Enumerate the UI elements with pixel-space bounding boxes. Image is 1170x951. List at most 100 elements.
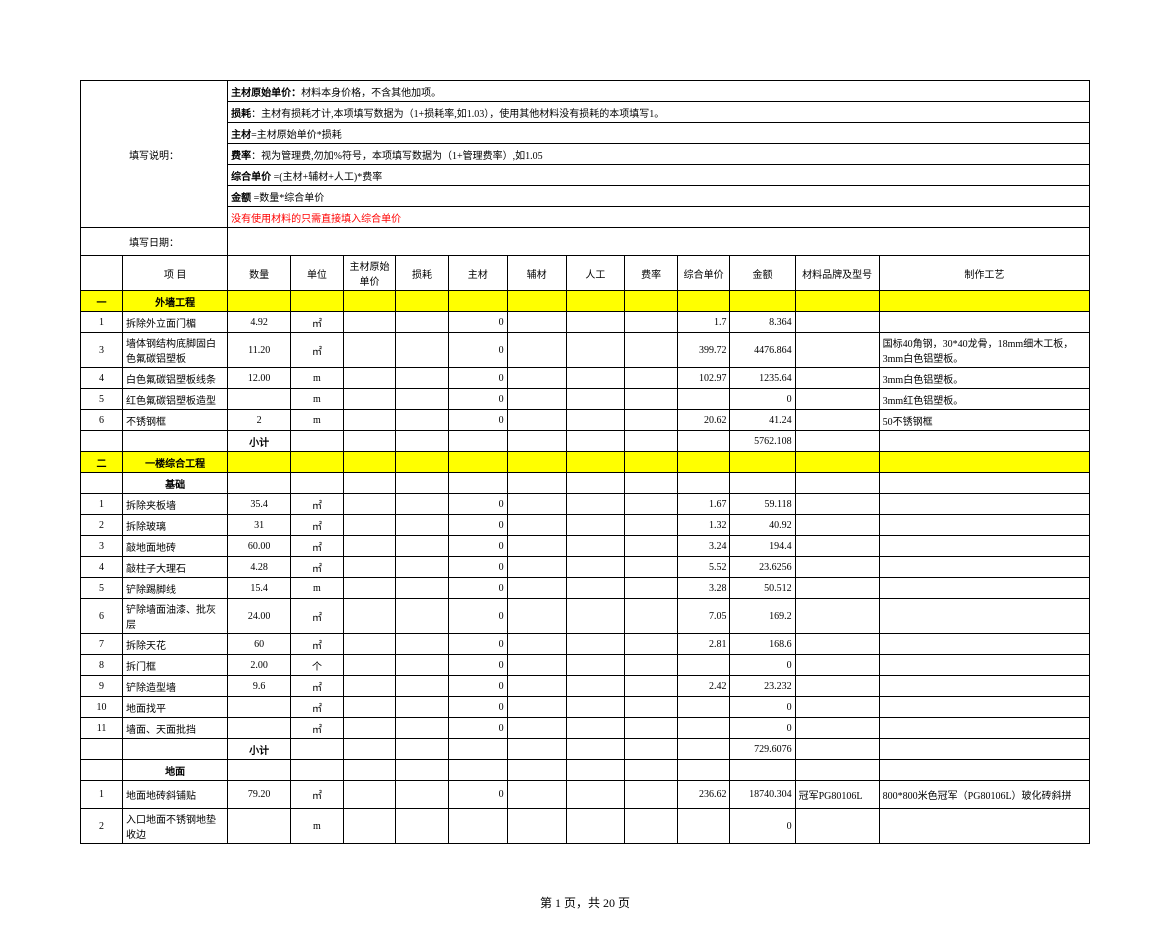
row-unit: ㎡ <box>291 312 344 333</box>
row-loss <box>396 809 449 844</box>
row-aux <box>507 718 566 739</box>
row-num: 4 <box>81 557 123 578</box>
row-num: 3 <box>81 333 123 368</box>
subtotal-amount: 729.6076 <box>730 739 795 760</box>
row-loss <box>396 494 449 515</box>
row-orig-price <box>343 781 396 809</box>
row-amount: 4476.864 <box>730 333 795 368</box>
row-qty: 60.00 <box>228 536 291 557</box>
row-unit-price: 1.67 <box>677 494 730 515</box>
col-header: 制作工艺 <box>879 256 1089 291</box>
row-labor <box>566 634 625 655</box>
row-rate <box>625 578 678 599</box>
row-orig-price <box>343 389 396 410</box>
row-labor <box>566 578 625 599</box>
row-labor <box>566 781 625 809</box>
row-aux <box>507 697 566 718</box>
note-line: 金额 =数量*综合单价 <box>228 186 1090 207</box>
row-brand <box>795 515 879 536</box>
row-orig-price <box>343 410 396 431</box>
row-unit: ㎡ <box>291 557 344 578</box>
row-rate <box>625 368 678 389</box>
row-labor <box>566 536 625 557</box>
col-header: 金额 <box>730 256 795 291</box>
row-aux <box>507 599 566 634</box>
row-brand <box>795 389 879 410</box>
row-name: 拆除天花 <box>123 634 228 655</box>
row-rate <box>625 494 678 515</box>
row-num: 8 <box>81 655 123 676</box>
row-labor <box>566 676 625 697</box>
row-aux <box>507 368 566 389</box>
row-main: 0 <box>448 634 507 655</box>
row-labor <box>566 697 625 718</box>
row-unit-price: 5.52 <box>677 557 730 578</box>
row-aux <box>507 494 566 515</box>
row-rate <box>625 809 678 844</box>
row-amount: 0 <box>730 809 795 844</box>
row-name: 不锈钢框 <box>123 410 228 431</box>
note-line: 综合单价 =(主材+辅材+人工)*费率 <box>228 165 1090 186</box>
row-rate <box>625 655 678 676</box>
row-unit: ㎡ <box>291 781 344 809</box>
row-aux <box>507 515 566 536</box>
row-amount: 1235.64 <box>730 368 795 389</box>
row-loss <box>396 515 449 536</box>
row-qty: 31 <box>228 515 291 536</box>
col-header: 费率 <box>625 256 678 291</box>
row-qty <box>228 809 291 844</box>
row-rate <box>625 697 678 718</box>
row-orig-price <box>343 368 396 389</box>
row-unit-price <box>677 655 730 676</box>
row-unit-price: 399.72 <box>677 333 730 368</box>
row-orig-price <box>343 333 396 368</box>
row-labor <box>566 368 625 389</box>
row-loss <box>396 697 449 718</box>
col-header: 项 目 <box>123 256 228 291</box>
row-unit: ㎡ <box>291 697 344 718</box>
row-brand <box>795 697 879 718</box>
row-loss <box>396 578 449 599</box>
row-rate <box>625 389 678 410</box>
row-unit-price <box>677 389 730 410</box>
row-unit-price <box>677 697 730 718</box>
row-rate <box>625 634 678 655</box>
row-labor <box>566 333 625 368</box>
row-amount: 0 <box>730 697 795 718</box>
row-num: 9 <box>81 676 123 697</box>
row-num: 11 <box>81 718 123 739</box>
row-unit-price: 102.97 <box>677 368 730 389</box>
row-name: 入口地面不锈钢地垫收边 <box>123 809 228 844</box>
row-loss <box>396 368 449 389</box>
row-main: 0 <box>448 410 507 431</box>
row-unit-price: 3.24 <box>677 536 730 557</box>
row-unit: ㎡ <box>291 634 344 655</box>
row-name: 拆除夹板墙 <box>123 494 228 515</box>
row-name: 敲地面地砖 <box>123 536 228 557</box>
row-unit: ㎡ <box>291 515 344 536</box>
row-craft <box>879 697 1089 718</box>
row-name: 铲除造型墙 <box>123 676 228 697</box>
date-value <box>228 228 1090 256</box>
row-main: 0 <box>448 333 507 368</box>
row-num: 1 <box>81 494 123 515</box>
row-amount: 0 <box>730 655 795 676</box>
row-amount: 41.24 <box>730 410 795 431</box>
row-name: 铲除墙面油漆、批灰层 <box>123 599 228 634</box>
row-rate <box>625 718 678 739</box>
row-labor <box>566 410 625 431</box>
row-orig-price <box>343 312 396 333</box>
row-amount: 23.6256 <box>730 557 795 578</box>
row-aux <box>507 333 566 368</box>
main-table: 填写说明：主材原始单价：材料本身价格，不含其他加项。损耗：主材有损耗才计,本项填… <box>80 80 1090 844</box>
section-title: 外墙工程 <box>123 291 228 312</box>
row-name: 拆门框 <box>123 655 228 676</box>
row-unit-price: 3.28 <box>677 578 730 599</box>
col-header <box>81 256 123 291</box>
row-orig-price <box>343 697 396 718</box>
row-rate <box>625 333 678 368</box>
notes-label: 填写说明： <box>81 81 228 228</box>
row-labor <box>566 655 625 676</box>
row-aux <box>507 655 566 676</box>
row-brand <box>795 599 879 634</box>
